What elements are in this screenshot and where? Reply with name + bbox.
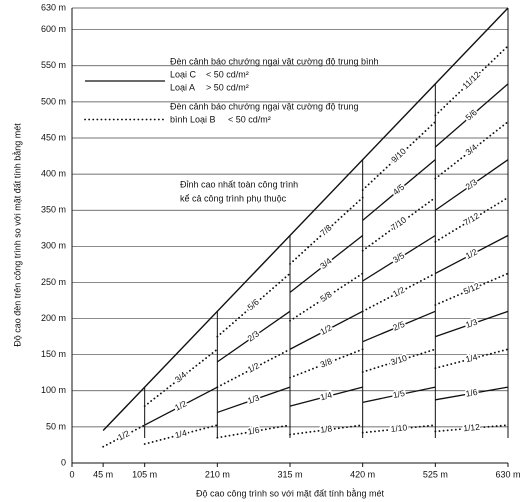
y-tick-label: 150 m (41, 349, 66, 359)
line-label: 9/10 (389, 146, 408, 165)
light-line (362, 234, 436, 282)
line-label: 1/2 (246, 360, 261, 374)
line-label: 5/8 (318, 289, 334, 304)
x-tick-label: 525 m (423, 469, 448, 479)
line-label: 1/6 (465, 387, 479, 399)
light-line (289, 196, 364, 265)
x-tick-label: 420 m (350, 469, 375, 479)
light-line (361, 272, 437, 313)
light-line (434, 45, 509, 117)
x-tick-label: 210 m (205, 469, 230, 479)
y-tick-label: 350 m (41, 205, 66, 215)
light-line (102, 424, 146, 448)
line-label: 7/12 (462, 210, 482, 227)
light-line (435, 386, 509, 401)
envelope-line (102, 7, 509, 431)
light-line (362, 386, 436, 403)
light-line (435, 310, 509, 338)
line-label: 1/5 (392, 388, 406, 400)
line-label: 1/4 (464, 352, 478, 365)
line-label: 11/12 (460, 69, 482, 91)
light-line (361, 196, 437, 252)
y-tick-label: 550 m (41, 60, 66, 70)
light-line (289, 348, 364, 379)
light-line (434, 272, 509, 306)
light-line (289, 234, 364, 293)
x-axis-label: Độ cao công trình so với mặt đất tính bằ… (196, 488, 385, 498)
light-line (216, 310, 291, 363)
light-line (289, 424, 364, 436)
line-label: 1/4 (174, 427, 188, 440)
y-tick-label: 400 m (41, 168, 66, 178)
light-line (361, 424, 437, 434)
annotation: kể cả công trình phụ thuộc (180, 193, 287, 203)
line-label: 1/12 (463, 422, 481, 433)
y-tick-label: 450 m (41, 132, 66, 142)
line-label: 7/10 (389, 214, 408, 232)
y-tick-label: 630 m (41, 2, 66, 12)
line-label: 3/8 (319, 356, 334, 370)
light-line (435, 234, 509, 274)
light-line (434, 348, 509, 370)
line-label: 3/4 (173, 369, 189, 384)
light-line (144, 386, 218, 426)
light-line (217, 386, 291, 414)
annotation: Đỉnh cao nhất toàn công trình (180, 179, 298, 189)
legend-heading: Đèn cảnh báo chướng ngại vật cường độ tr… (170, 56, 379, 66)
light-line (216, 348, 291, 389)
line-label: 1/2 (116, 428, 131, 442)
light-line (362, 310, 436, 343)
y-axis-label: Độ cao đèn trên công trình so với mặt đấ… (12, 123, 22, 347)
line-label: 3/5 (391, 250, 407, 265)
light-line (289, 386, 363, 407)
light-line (289, 310, 363, 350)
line-label: 1/8 (320, 423, 333, 434)
legend-label: Loại C (170, 69, 197, 79)
line-label: 1/2 (464, 247, 479, 261)
line-label: 1/2 (391, 284, 406, 298)
line-label: 1/3 (246, 392, 261, 405)
light-line (216, 424, 291, 439)
legend-limit: > 50 cd/m² (206, 82, 249, 92)
x-tick-label: 630 m (495, 469, 520, 479)
line-label: 5/12 (462, 281, 481, 297)
line-label: 2/5 (391, 319, 406, 333)
y-tick-label: 600 m (41, 24, 66, 34)
light-line (362, 159, 436, 221)
light-line (216, 272, 291, 338)
x-tick-label: 45 m (93, 469, 113, 479)
legend-limit: < 50 cd/m² (228, 114, 271, 124)
y-tick-label: 300 m (41, 241, 66, 251)
light-line (434, 424, 509, 433)
x-tick-label: 105 m (132, 469, 157, 479)
legend-heading: Đèn cảnh báo chướng ngại vật cường độ tr… (170, 101, 358, 111)
legend-limit: < 50 cd/m² (206, 69, 249, 79)
y-tick-label: 250 m (41, 277, 66, 287)
y-tick-label: 0 (61, 457, 66, 467)
line-label: 3/4 (463, 142, 479, 157)
y-tick-label: 500 m (41, 96, 66, 106)
light-line (434, 159, 509, 211)
legend-heading: bình Loại B (170, 114, 216, 124)
line-label: 1/2 (318, 322, 333, 336)
line-label: 1/6 (247, 425, 261, 437)
y-tick-label: 100 m (41, 385, 66, 395)
legend-label: Loại A (170, 82, 195, 92)
light-line (361, 348, 437, 373)
x-tick-label: 0 (69, 469, 74, 479)
line-label: 1/4 (319, 390, 333, 403)
light-line (434, 83, 509, 148)
light-line (143, 424, 219, 445)
y-tick-label: 50 m (46, 421, 66, 431)
light-line (361, 120, 437, 191)
line-label: 1/10 (390, 422, 408, 434)
line-label: 1/2 (173, 398, 188, 412)
y-tick-label: 200 m (41, 313, 66, 323)
x-tick-label: 315 m (277, 469, 302, 479)
